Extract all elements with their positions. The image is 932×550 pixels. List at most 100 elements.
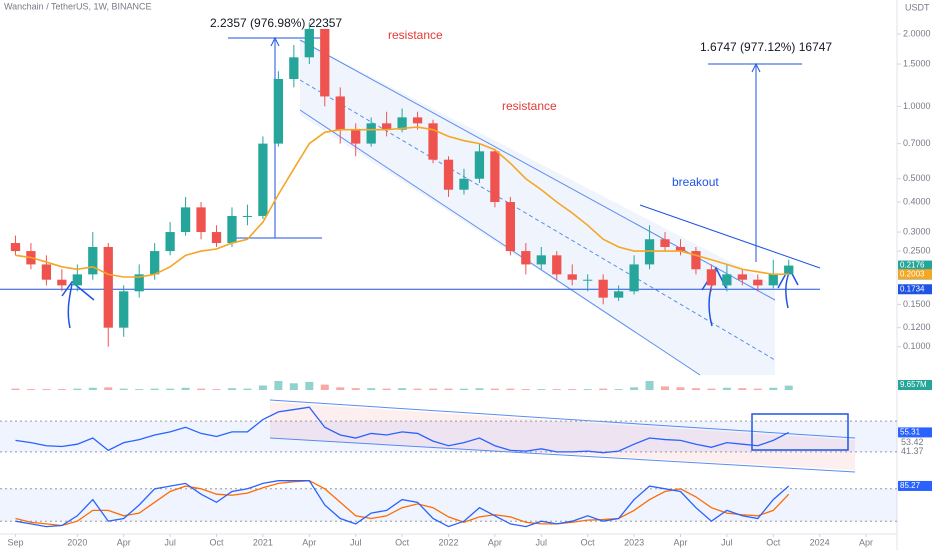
y-tick-label: 1.5000 — [903, 58, 931, 68]
rsi-box — [751, 413, 849, 451]
x-tick-label: Oct — [581, 537, 596, 547]
volume-bar — [305, 381, 314, 390]
y-tick-label: 0.1500 — [903, 299, 931, 309]
candle-body — [629, 264, 639, 292]
rsi-trend — [269, 437, 856, 473]
candle-body — [273, 78, 284, 144]
channel-line — [299, 109, 701, 376]
x-tick-label: Oct — [395, 537, 410, 547]
price-badge-label: 0.1734 — [900, 284, 925, 293]
price-badge — [898, 284, 932, 295]
channel-fill — [300, 40, 775, 375]
candle-body — [443, 159, 454, 190]
rsi-label: 53.42 — [901, 437, 924, 447]
price-badge-label: 9.657M — [900, 380, 927, 389]
candle-body — [304, 28, 314, 58]
candle-body — [567, 274, 577, 280]
candle-body — [474, 151, 485, 179]
arrow-head — [751, 62, 761, 73]
x-tick-label: 2024 — [810, 537, 830, 547]
candle-body — [57, 279, 67, 286]
volume-bar — [769, 387, 778, 390]
volume-bar — [382, 388, 391, 390]
volume-bar — [42, 389, 51, 390]
candle-body — [552, 255, 562, 275]
volume-bar — [57, 389, 66, 390]
x-tick-label: Jul — [164, 537, 176, 547]
candle-body — [119, 291, 129, 328]
volume-bar — [135, 389, 144, 390]
volume-bar — [753, 388, 762, 390]
stoch-k-line — [15, 480, 790, 528]
x-tick-label: Apr — [117, 537, 131, 547]
volume-bar — [150, 388, 159, 390]
candle-body — [165, 232, 175, 252]
x-tick-label: Apr — [488, 537, 502, 547]
volume-bar — [707, 388, 716, 390]
volume-bar — [181, 387, 190, 390]
price-badge — [898, 480, 932, 491]
candle-body — [150, 251, 160, 275]
y-tick-label: 0.1000 — [903, 341, 931, 351]
candle-body — [675, 246, 686, 252]
price-badge — [898, 260, 932, 271]
annotation: 2.2357 (976.98%) 22357 — [210, 16, 342, 30]
volume-bar — [537, 389, 546, 390]
x-tick-label: Apr — [859, 537, 873, 547]
candle-body — [613, 291, 624, 298]
volume-bar — [26, 389, 35, 390]
volume-bar — [274, 381, 283, 390]
volume-bar — [630, 387, 639, 390]
volume-bar — [398, 388, 407, 390]
volume-bar — [351, 388, 360, 390]
candle-body — [490, 151, 500, 203]
candle-body — [10, 243, 21, 252]
price-badge — [898, 269, 932, 280]
candle-body — [72, 274, 82, 286]
x-tick-label: Oct — [766, 537, 781, 547]
channel-mid — [299, 79, 776, 361]
volume-bar — [367, 388, 376, 390]
volume-bar — [444, 388, 453, 390]
candle-body — [134, 274, 144, 292]
price-badge-label: 55.31 — [900, 428, 921, 437]
x-tick-label: Apr — [302, 537, 316, 547]
rsi-trend — [269, 399, 856, 439]
volume-bar — [459, 388, 468, 390]
candle-body — [583, 279, 593, 281]
y-tick-label: 0.4000 — [903, 196, 931, 206]
candle-body — [521, 251, 531, 265]
annotation: 1.6747 (977.12%) 16747 — [700, 40, 832, 54]
volume-bar — [104, 387, 113, 390]
candle-body — [397, 117, 407, 130]
x-tick-label: Jul — [721, 537, 733, 547]
candle-body — [211, 232, 222, 244]
candle-body — [351, 129, 361, 144]
volume-bar — [676, 387, 685, 390]
x-tick-label: Jul — [536, 537, 548, 547]
rsi-channel — [270, 402, 855, 470]
volume-bar — [336, 387, 345, 390]
price-badge — [898, 380, 932, 390]
x-tick-label: Sep — [7, 537, 23, 547]
volume-bar — [119, 388, 128, 390]
volume-bar — [568, 389, 577, 390]
trend-line — [639, 204, 821, 269]
rsi-band — [0, 421, 897, 452]
y-tick-label: 0.5000 — [903, 173, 931, 183]
candle-body — [180, 207, 191, 233]
x-tick-label: 2021 — [253, 537, 273, 547]
volume-bar — [521, 389, 530, 390]
candle-body — [691, 251, 701, 270]
volume-bar — [506, 388, 515, 390]
y-tick-label: 0.7000 — [903, 138, 931, 148]
candle-body — [505, 202, 516, 252]
volume-bar — [614, 389, 623, 390]
volume-bar — [738, 388, 747, 390]
candle-body — [459, 178, 469, 190]
rsi-label: 41.37 — [901, 446, 924, 456]
y-tick-label: 0.2500 — [903, 245, 931, 255]
volume-bar — [583, 389, 592, 390]
candle-body — [320, 28, 330, 97]
candle-body — [258, 143, 268, 216]
